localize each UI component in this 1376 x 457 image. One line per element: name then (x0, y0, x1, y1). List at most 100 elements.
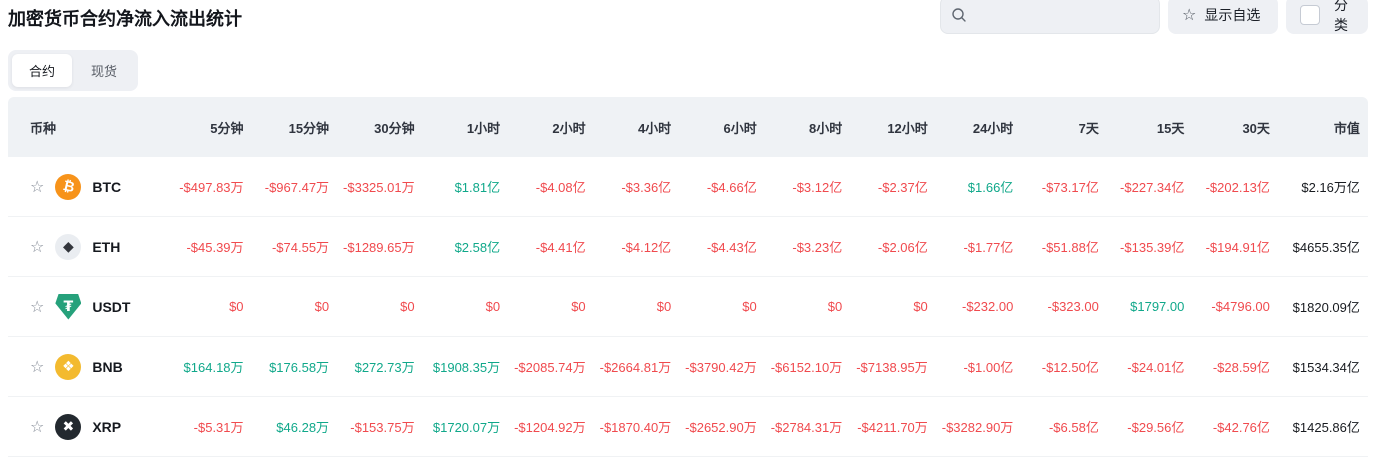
flow-value: -$51.88亿 (1041, 240, 1099, 255)
flow-value: -$497.83万 (179, 180, 244, 195)
flow-value: -$3790.42万 (685, 360, 757, 375)
favorite-star-icon[interactable]: ☆ (30, 356, 45, 376)
table-row[interactable]: ☆ ❖ BNB $164.18万 $176.58万 $272.73万 $1908.35万 -$… (8, 337, 1368, 397)
tab-contracts[interactable]: 合约 (12, 54, 73, 87)
flow-value: -$2652.90万 (685, 420, 757, 435)
flow-value: -$3.23亿 (792, 240, 843, 255)
column-header: 7天 (1078, 120, 1099, 136)
flow-value: -$24.01亿 (1127, 360, 1185, 375)
search-box[interactable] (940, 0, 1160, 34)
column-header: 2小时 (552, 120, 586, 136)
flow-value: $164.18万 (183, 360, 244, 375)
flow-value: $46.28万 (276, 420, 330, 435)
flow-value: -$4796.00 (1211, 299, 1270, 314)
column-header: 30分钟 (374, 120, 415, 136)
flow-value: -$45.39万 (186, 240, 244, 255)
tab-group: 合约 现货 (8, 50, 139, 91)
bnb-icon: ❖ (55, 353, 82, 380)
search-icon (952, 8, 966, 22)
flow-value: $0 (742, 299, 757, 314)
column-header: 5分钟 (210, 120, 244, 136)
flow-value: -$6.58亿 (1048, 420, 1099, 435)
column-header: 8小时 (809, 120, 843, 136)
flow-value: -$7138.95万 (856, 360, 928, 375)
flow-value: -$4.43亿 (706, 240, 757, 255)
column-header: 市值 (1333, 120, 1360, 136)
flow-value: $176.58万 (269, 360, 330, 375)
flow-value: $272.73万 (354, 360, 415, 375)
flow-value: -$202.13亿 (1205, 180, 1270, 195)
flow-value: $1.66亿 (967, 180, 1014, 195)
column-header: 6小时 (723, 120, 757, 136)
category-button[interactable]: 分类 (1286, 0, 1368, 34)
flow-value: -$3.12亿 (792, 180, 843, 195)
market-cap-value: $4655.35亿 (1292, 240, 1360, 255)
flow-value: $1797.00 (1130, 299, 1185, 314)
flow-value: $0 (485, 299, 501, 314)
page-title: 加密货币合约净流入流出统计 (8, 9, 242, 29)
coin-symbol: XRP (92, 418, 122, 435)
show-favorites-button[interactable]: ☆ 显示自选 (1168, 0, 1278, 34)
favorite-star-icon[interactable]: ☆ (30, 176, 45, 196)
table-row[interactable]: ☆ ₿ BTC -$497.83万 -$967.47万 -$3325.01万 $1.81亿 -… (8, 157, 1368, 217)
flow-value: -$967.47万 (264, 180, 330, 195)
favorite-star-icon[interactable]: ☆ (30, 236, 45, 256)
flow-value: -$2.37亿 (877, 180, 928, 195)
coin-cell: ☆ ₿ BTC (8, 173, 158, 200)
market-cap-value: $2.16万亿 (1301, 180, 1360, 195)
coin-cell: ☆ ✖ XRP (8, 413, 158, 440)
table-row[interactable]: ☆ ₮ USDT $0 $0 $0 $0 $0 $0 $0 $0 $0 -$232.00 -$323.00… (8, 277, 1368, 337)
show-favorites-label: 显示自选 (1204, 7, 1261, 23)
flow-value: -$6152.10万 (770, 360, 843, 375)
search-input[interactable] (974, 6, 1149, 24)
flow-value: $1908.35万 (432, 360, 501, 375)
category-checkbox[interactable] (1300, 5, 1320, 25)
flow-value: -$153.75万 (350, 420, 415, 435)
coin-symbol: BNB (92, 358, 123, 375)
flow-value: -$4.41亿 (535, 240, 586, 255)
category-label: 分类 (1334, 0, 1348, 33)
usdt-icon: ₮ (55, 293, 82, 320)
table-body: ☆ ₿ BTC -$497.83万 -$967.47万 -$3325.01万 $1.81亿 -… (8, 157, 1368, 457)
flow-value: -$323.00 (1047, 299, 1099, 314)
coin-cell: ☆ ₮ USDT (8, 293, 158, 320)
column-header: 12小时 (887, 120, 928, 136)
market-cap-value: $1425.86亿 (1292, 420, 1360, 435)
flow-value: -$194.91亿 (1205, 240, 1270, 255)
tab-spot[interactable]: 现货 (91, 64, 118, 79)
flow-value: -$4.08亿 (535, 180, 586, 195)
market-cap-value: $1534.34亿 (1292, 360, 1360, 375)
coin-symbol: BTC (92, 178, 122, 195)
flow-value: -$3.36亿 (621, 180, 672, 195)
xrp-icon: ✖ (55, 413, 82, 440)
favorite-star-icon[interactable]: ☆ (30, 416, 45, 436)
flow-value: -$4211.70万 (857, 420, 928, 435)
flow-value: $0 (827, 299, 843, 314)
flow-value: -$2664.81万 (599, 360, 672, 375)
flow-value: $0 (571, 299, 586, 314)
flow-value: -$2085.74万 (514, 360, 586, 375)
table-row[interactable]: ☆ ✖ XRP -$5.31万 $46.28万 -$153.75万 $1720.07万 -$1… (8, 397, 1368, 457)
column-header: 24小时 (972, 120, 1014, 136)
flow-value: -$3282.90万 (941, 420, 1014, 435)
flow-value: -$74.55万 (271, 240, 330, 255)
flow-value: $0 (229, 299, 244, 314)
flow-value: -$1870.40万 (599, 420, 672, 435)
favorite-star-icon[interactable]: ☆ (30, 296, 45, 316)
flow-value: -$5.31万 (193, 420, 244, 435)
table-row[interactable]: ☆ ◆ ETH -$45.39万 -$74.55万 -$1289.65万 $2.58亿 -$4… (8, 217, 1368, 277)
flow-value: $2.58亿 (454, 240, 501, 255)
flow-value: -$1289.65万 (343, 240, 415, 255)
flow-value: -$42.76亿 (1212, 420, 1270, 435)
column-header: 4小时 (637, 120, 672, 136)
coin-cell: ☆ ❖ BNB (8, 353, 158, 380)
flow-value: $0 (913, 299, 928, 314)
flow-value: $0 (314, 299, 330, 314)
flow-value: $1.81亿 (454, 180, 501, 195)
column-header: 15分钟 (288, 120, 330, 136)
btc-icon: ₿ (55, 173, 82, 200)
table-header: 币种 5分钟 15分钟 30分钟 1小时 2小时 4小时 6小时 8小时 12小时 24小时 7天 15… (8, 97, 1368, 157)
flow-value: -$2.06亿 (877, 240, 928, 255)
column-header: 币种 (30, 120, 57, 136)
star-icon: ☆ (1182, 5, 1197, 24)
